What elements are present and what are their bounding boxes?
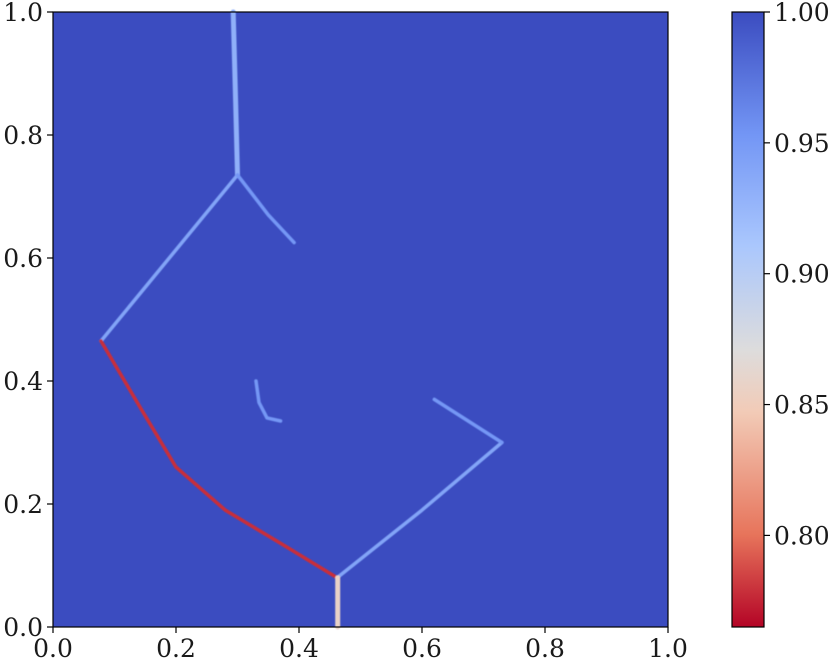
x-tick-label: 1.0 [648,634,688,663]
y-tick-label: 0.8 [3,121,43,150]
y-tick-label: 1.0 [3,0,43,27]
upper-right-branch [235,173,296,245]
colorbar-tick-label: 0.85 [774,391,830,420]
y-tick-label: 0.0 [3,613,43,642]
colorbar-tick-label: 0.80 [774,521,830,550]
plot-frame [52,11,669,628]
colorbar-tick-label: 0.90 [774,260,830,289]
y-axis: 0.0 0.2 0.4 0.6 0.8 1.0 [3,0,53,642]
y-tick-label: 0.2 [3,490,43,519]
colorbar-axis: 0.80 0.85 0.90 0.95 1.00 [764,0,830,550]
heatmap-features [99,9,504,630]
upper-left-front [99,173,240,343]
y-tick-label: 0.4 [3,367,43,396]
interior-filament [254,379,283,423]
x-tick-label: 0.2 [156,634,196,663]
x-tick-label: 0.8 [525,634,565,663]
y-tick-label: 0.6 [3,244,43,273]
lower-left-front [99,339,339,580]
heatmap-background [53,12,668,627]
colorbar-frame [731,11,765,628]
lower-right-front [335,440,504,580]
x-axis: 0.0 0.2 0.4 0.6 0.8 1.0 [33,627,688,663]
right-edge-front [432,397,504,445]
x-tick-label: 0.0 [33,634,73,663]
x-tick-label: 0.4 [279,634,319,663]
vertical-jet-top [230,9,240,178]
colorbar-tick-label: 1.00 [774,0,830,27]
colorbar [732,12,764,627]
x-tick-label: 0.6 [402,634,442,663]
colorbar-tick-label: 0.95 [774,129,830,158]
